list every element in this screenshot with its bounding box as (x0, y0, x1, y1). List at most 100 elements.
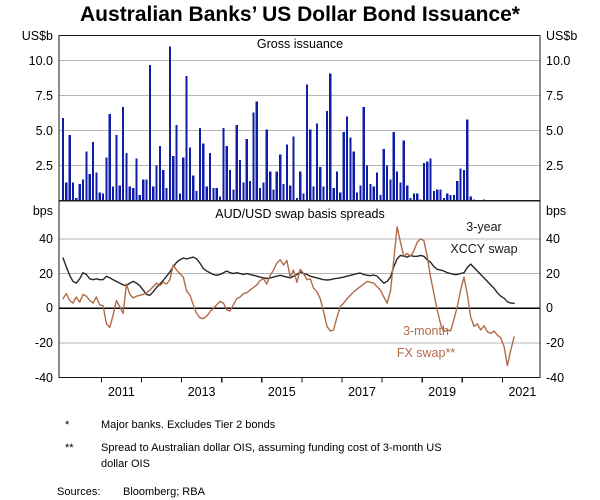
y-tick-label-left: 2.5 (35, 158, 53, 173)
issuance-bar (225, 146, 228, 201)
issuance-bar (152, 186, 155, 201)
issuance-bar (259, 188, 262, 201)
issuance-bar (279, 154, 282, 201)
issuance-bar (392, 132, 395, 201)
issuance-bar (185, 76, 188, 201)
issuance-bar (462, 169, 466, 201)
issuance-bar (178, 193, 182, 201)
footnote-1-symbol: * (65, 419, 70, 431)
y-tick-label-right: 40 (546, 231, 560, 246)
y-tick-label-right: 2.5 (546, 158, 564, 173)
issuance-bar (165, 188, 168, 201)
issuance-bar (422, 162, 425, 201)
issuance-bar (275, 171, 278, 201)
issuance-bar (142, 179, 145, 201)
issuance-bar (292, 136, 295, 201)
issuance-bar (198, 127, 202, 201)
issuance-bar (482, 199, 486, 201)
issuance-bar (382, 148, 385, 201)
issuance-bar (212, 188, 215, 201)
panel-label-swap-basis: AUD/USD swap basis spreads (215, 207, 385, 221)
issuance-bar (182, 157, 185, 201)
issuance-bar (255, 101, 258, 201)
y-tick-label-left: 20 (39, 266, 53, 281)
issuance-bar (456, 181, 459, 201)
x-tick-label: 2011 (107, 385, 135, 399)
y-tick-label-right: 20 (546, 266, 560, 281)
issuance-bar (345, 116, 349, 201)
issuance-bar (118, 185, 121, 201)
issuance-bar (466, 119, 469, 201)
x-tick-label: 2013 (187, 385, 216, 399)
series-line-xccy (62, 254, 515, 304)
issuance-bar (272, 189, 275, 201)
y-axis-unit-top-left: US$b (21, 29, 53, 43)
issuance-bar (375, 172, 379, 201)
issuance-bar (148, 64, 151, 201)
issuance-bar (192, 175, 195, 201)
issuance-bar (105, 157, 108, 201)
issuance-bar (172, 155, 175, 201)
issuance-bar (91, 141, 95, 201)
issuance-bar (232, 189, 235, 201)
issuance-bar (249, 181, 252, 201)
issuance-bar (112, 186, 115, 201)
issuance-bar (379, 195, 382, 201)
issuance-bar (252, 112, 255, 201)
issuance-bar (242, 182, 245, 201)
sources-value: Bloomberg; RBA (123, 486, 205, 498)
panel-label-gross-issuance: Gross issuance (256, 37, 344, 51)
issuance-bar (406, 185, 409, 201)
issuance-bar (115, 134, 118, 201)
issuance-bar (78, 183, 81, 201)
issuance-bar (228, 169, 232, 201)
issuance-bar (322, 186, 325, 201)
y-tick-label-right: -20 (546, 336, 565, 350)
issuance-bar (98, 192, 101, 201)
y-axis-unit-bottom-left: bps (32, 204, 53, 218)
issuance-bar (101, 193, 105, 201)
y-axis-unit-bottom-right: bps (546, 204, 567, 218)
issuance-bar (122, 106, 125, 201)
issuance-bar (372, 186, 375, 201)
series-label-fx-line1: 3-month (403, 324, 449, 338)
issuance-bar (208, 153, 212, 201)
y-tick-label-left: 0 (46, 301, 53, 316)
issuance-bar (452, 195, 456, 201)
issuance-bar (158, 146, 161, 201)
issuance-bar (386, 165, 389, 201)
x-tick-label: 2017 (348, 385, 376, 399)
issuance-bar (302, 193, 305, 201)
issuance-bar (65, 182, 68, 201)
issuance-bar (75, 197, 78, 201)
issuance-bar (342, 132, 345, 201)
issuance-bar (262, 182, 265, 201)
y-tick-label-right: 0 (546, 301, 553, 316)
footnote-2: ** Spread to Australian dollar OIS, assu… (57, 440, 537, 472)
issuance-bar (332, 188, 335, 201)
y-tick-label-left: -40 (34, 370, 53, 385)
issuance-bar (68, 134, 71, 201)
issuance-bar (222, 127, 225, 201)
issuance-bar (402, 140, 405, 201)
footnote-2-symbol: ** (65, 442, 74, 454)
issuance-bar (195, 190, 198, 201)
issuance-bar (265, 129, 268, 201)
issuance-bar (369, 183, 372, 201)
issuance-bar (202, 143, 205, 201)
issuance-bar (162, 169, 165, 201)
y-tick-label-right: 10.0 (546, 53, 571, 68)
issuance-bar (125, 153, 128, 201)
series-label-fx-line2: FX swap** (396, 345, 456, 360)
y-tick-label-left: 5.0 (35, 123, 53, 138)
series-line-fx (62, 226, 515, 367)
series-label-xccy-swap: 3-year XCCY swap (428, 217, 540, 260)
issuance-bar (128, 186, 131, 201)
issuance-bar (285, 144, 288, 201)
issuance-bar (305, 84, 309, 201)
issuance-bar (389, 179, 392, 201)
issuance-bar (472, 199, 476, 201)
series-label-xccy-line2: XCCY swap (450, 241, 518, 256)
issuance-bar (319, 167, 322, 201)
